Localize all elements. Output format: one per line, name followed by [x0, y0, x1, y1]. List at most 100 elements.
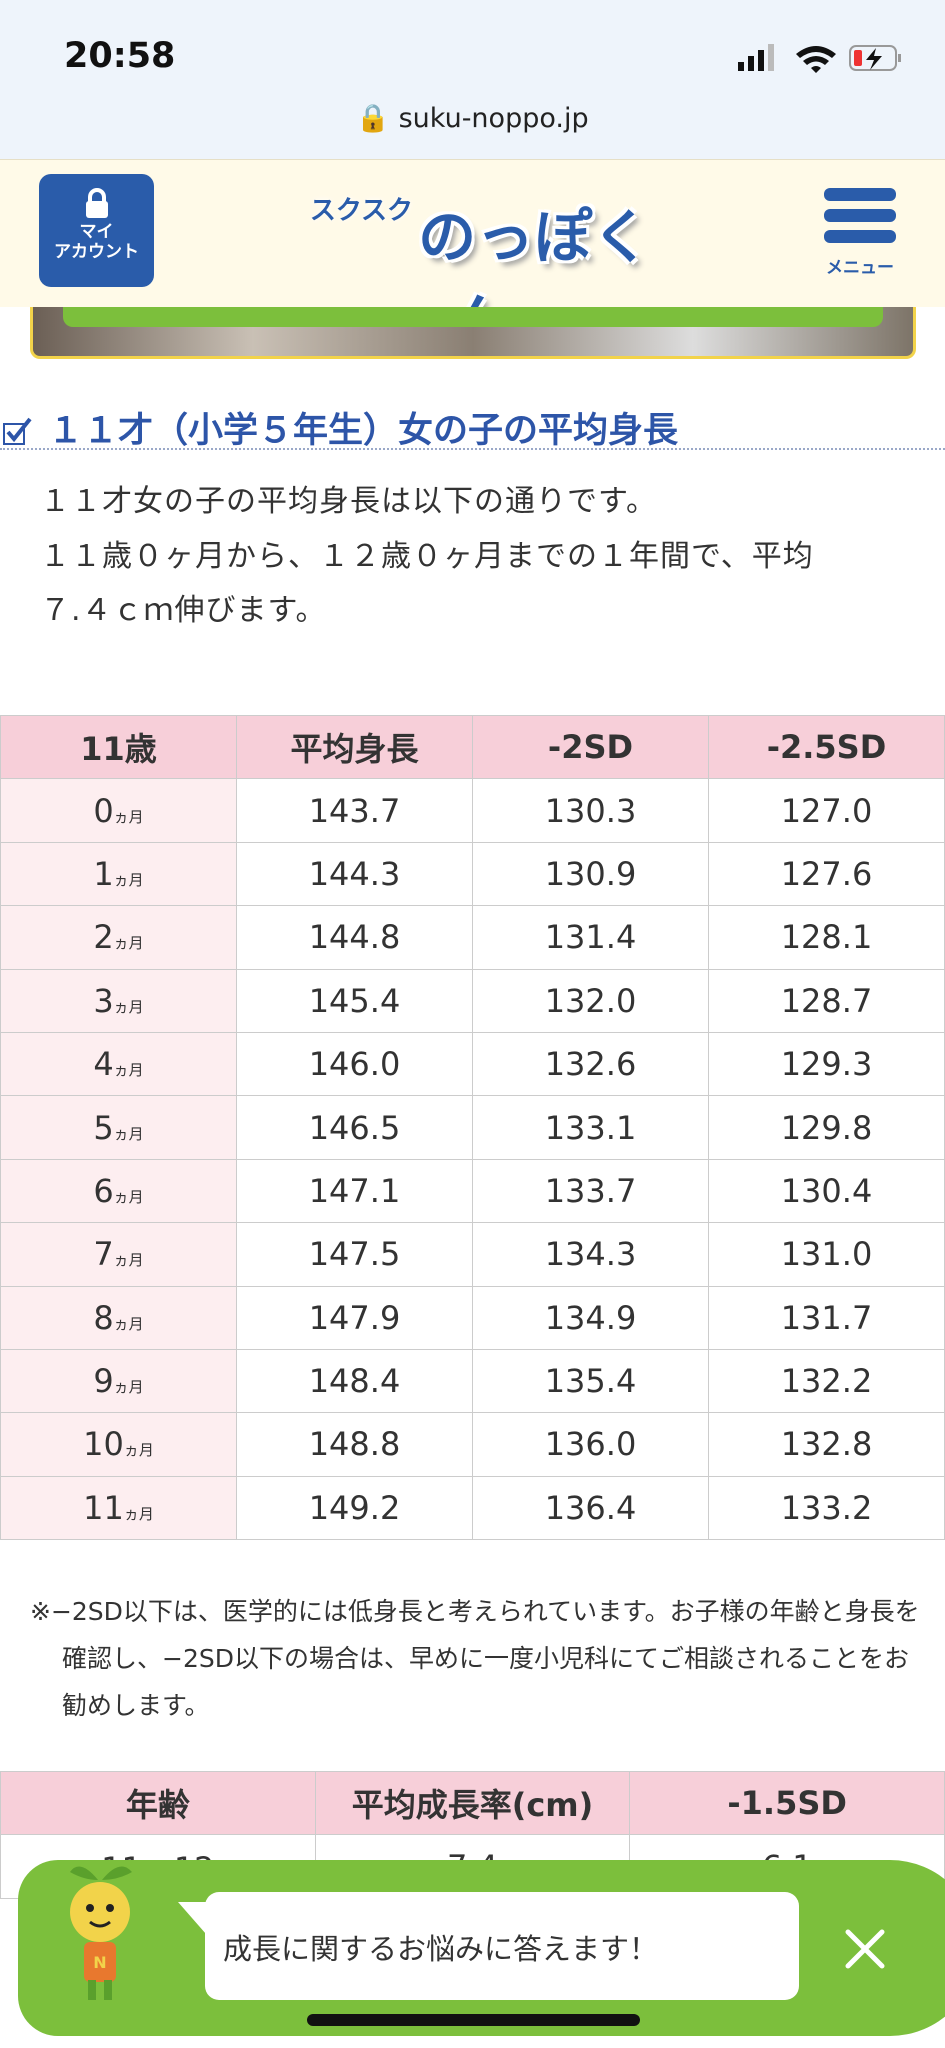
- header-cell: -1.5SD: [629, 1770, 945, 1836]
- value-cell: 132.2: [708, 1348, 945, 1414]
- table-row: 2ヵ月 144.8 131.4 128.1: [0, 905, 945, 970]
- month-number: 7: [93, 1235, 114, 1274]
- value-cell: 132.6: [472, 1031, 709, 1097]
- month-cell: 0ヵ月: [0, 778, 237, 843]
- value-cell: 130.3: [472, 778, 709, 843]
- value-cell: 134.3: [472, 1222, 709, 1287]
- table-row: 10ヵ月 148.8 136.0 132.8: [0, 1412, 945, 1477]
- menu-icon: [824, 188, 896, 243]
- value-cell: 136.4: [472, 1475, 709, 1541]
- month-unit: ヵ月: [113, 997, 144, 1016]
- lock-icon: 🔒: [356, 103, 390, 134]
- value-cell: 144.3: [236, 841, 473, 907]
- value-cell: 136.0: [472, 1412, 709, 1477]
- paragraph: １１才女の子の平均身長は以下の通りです。: [40, 484, 657, 519]
- table-row: 6ヵ月 147.1 133.7 130.4: [0, 1158, 945, 1224]
- header-cell: -2.5SD: [708, 714, 945, 780]
- value-cell: 146.5: [236, 1095, 473, 1160]
- table-row: 11ヵ月 149.2 136.4 133.2: [0, 1475, 945, 1541]
- account-label: マイ: [79, 222, 114, 242]
- month-cell: 10ヵ月: [0, 1412, 237, 1477]
- value-cell: 131.0: [708, 1222, 945, 1287]
- menu-label: メニュー: [826, 258, 894, 278]
- value-cell: 149.2: [236, 1475, 473, 1541]
- paragraph: １１歳０ヶ月から、１２歳０ヶ月までの１年間で、平均: [40, 539, 814, 574]
- value-cell: 134.9: [472, 1285, 709, 1350]
- month-number: 11: [83, 1488, 124, 1527]
- month-cell: 8ヵ月: [0, 1285, 237, 1350]
- chat-message[interactable]: 成長に関するお悩みに答えます！: [205, 1892, 799, 2000]
- menu-button[interactable]: メニュー: [818, 186, 902, 278]
- month-unit: ヵ月: [113, 870, 144, 889]
- month-number: 3: [93, 981, 114, 1020]
- value-cell: 133.7: [472, 1158, 709, 1224]
- month-cell: 6ヵ月: [0, 1158, 237, 1224]
- value-cell: 128.7: [708, 968, 945, 1033]
- value-cell: 130.9: [472, 841, 709, 907]
- header-cell: 平均身長: [236, 714, 473, 780]
- month-cell: 7ヵ月: [0, 1222, 237, 1287]
- bubble-tail: [178, 1902, 206, 1934]
- month-cell: 1ヵ月: [0, 841, 237, 907]
- logo-small: スクスク: [309, 196, 414, 226]
- mascot: N: [70, 1866, 132, 2000]
- value-cell: 135.4: [472, 1348, 709, 1414]
- month-unit: ヵ月: [123, 1504, 154, 1523]
- account-button[interactable]: マイ アカウント: [39, 174, 154, 287]
- table-row: 0ヵ月 143.7 130.3 127.0: [0, 778, 945, 843]
- month-unit: ヵ月: [113, 1251, 144, 1270]
- value-cell: 131.7: [708, 1285, 945, 1350]
- month-number: 4: [93, 1045, 114, 1084]
- value-cell: 128.1: [708, 905, 945, 970]
- month-number: 10: [83, 1425, 124, 1464]
- note: ※−2SD以下は、医学的には低身長と考えられています。お子様の年齢と身長を確認し…: [30, 1597, 920, 1720]
- value-cell: 133.1: [472, 1095, 709, 1160]
- month-cell: 9ヵ月: [0, 1348, 237, 1414]
- section-title: １１才（小学５年生）女の子の平均身長: [48, 411, 679, 451]
- value-cell: 147.9: [236, 1285, 473, 1350]
- value-cell: 147.1: [236, 1158, 473, 1224]
- table-row: 8ヵ月 147.9 134.9 131.7: [0, 1285, 945, 1350]
- value-cell: 129.8: [708, 1095, 945, 1160]
- value-cell: 148.8: [236, 1412, 473, 1477]
- logo[interactable]: スクスク のっぽくん: [300, 190, 660, 355]
- svg-text:N: N: [93, 1953, 106, 1972]
- banner-image: [30, 307, 916, 359]
- status-bar: 20:58 🔒 suku-noppo.jp: [0, 0, 945, 159]
- value-cell: 133.2: [708, 1475, 945, 1541]
- table-row: 3ヵ月 145.4 132.0 128.7: [0, 968, 945, 1033]
- month-cell: 2ヵ月: [0, 905, 237, 970]
- month-unit: ヵ月: [113, 807, 144, 826]
- close-button[interactable]: [844, 1928, 886, 1970]
- header-cell: -2SD: [472, 714, 709, 780]
- month-unit: ヵ月: [113, 1378, 144, 1397]
- value-cell: 132.0: [472, 968, 709, 1033]
- check-icon: [3, 417, 32, 445]
- site-header: [0, 159, 945, 307]
- month-unit: ヵ月: [113, 1314, 144, 1333]
- month-cell: 3ヵ月: [0, 968, 237, 1033]
- value-cell: 145.4: [236, 968, 473, 1033]
- month-unit: ヵ月: [113, 1187, 144, 1206]
- url: suku-noppo.jp: [398, 103, 589, 134]
- month-unit: ヵ月: [123, 1441, 154, 1460]
- month-number: 0: [93, 791, 114, 830]
- month-number: 6: [93, 1171, 114, 1210]
- value-cell: 148.4: [236, 1348, 473, 1414]
- home-indicator: [307, 2014, 640, 2026]
- url-bar[interactable]: 🔒 suku-noppo.jp: [0, 102, 945, 134]
- paragraph: ７.４ｃｍ伸びます。: [40, 593, 327, 628]
- table-row: 4ヵ月 146.0 132.6 129.3: [0, 1031, 945, 1097]
- value-cell: 147.5: [236, 1222, 473, 1287]
- table-row: 7ヵ月 147.5 134.3 131.0: [0, 1222, 945, 1287]
- month-number: 1: [93, 854, 114, 893]
- month-number: 5: [93, 1108, 114, 1147]
- value-cell: 129.3: [708, 1031, 945, 1097]
- clock: 20:58: [64, 36, 176, 76]
- table-row: 9ヵ月 148.4 135.4 132.2: [0, 1348, 945, 1414]
- month-number: 8: [93, 1298, 114, 1337]
- month-unit: ヵ月: [113, 934, 144, 953]
- month-unit: ヵ月: [113, 1124, 144, 1143]
- value-cell: 131.4: [472, 905, 709, 970]
- table-row: 5ヵ月 146.5 133.1 129.8: [0, 1095, 945, 1160]
